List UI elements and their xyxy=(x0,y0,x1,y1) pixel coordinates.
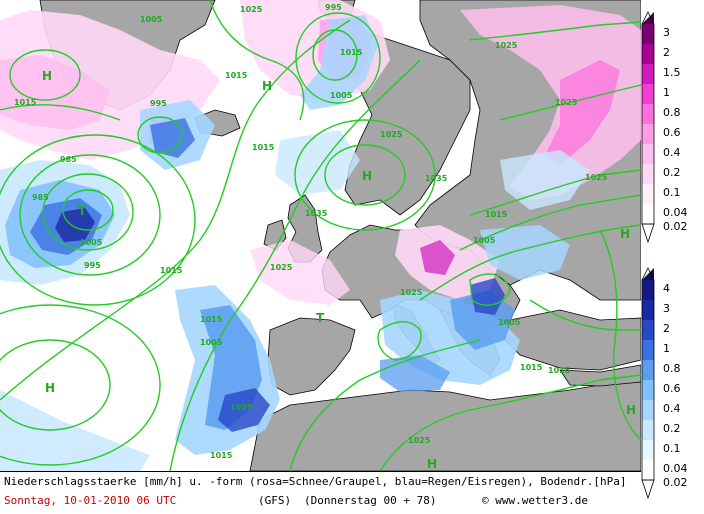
pressure-label: 985 xyxy=(32,193,49,202)
legend-tick-label: 0.6 xyxy=(663,126,681,139)
pressure-labels: 1005 1025 995 1015 1015 1025 995 985 100… xyxy=(14,3,608,460)
map-caption: Niederschlagsstaerke [mm/h] u. -form (ro… xyxy=(0,471,641,514)
isobars xyxy=(0,0,641,471)
pressure-label: 1035 xyxy=(305,209,328,218)
legend-tick-label: 0.2 xyxy=(663,166,681,179)
pressure-label: 1005 xyxy=(473,236,496,245)
legend-tick-label: 0.04 xyxy=(663,462,688,475)
pressure-label: 1015 xyxy=(14,98,37,107)
pressure-label: 1025 xyxy=(400,288,423,297)
pressure-label: 1015 xyxy=(252,143,275,152)
snow-legend-bar xyxy=(641,11,655,244)
legend-tick-label: 0.1 xyxy=(663,442,681,455)
pressure-label: 1025 xyxy=(408,436,431,445)
pressure-label: 1015 xyxy=(520,363,543,372)
legend-tick-label: 0.4 xyxy=(663,402,681,415)
pressure-centers: H H T H H H T H H xyxy=(42,69,636,471)
pressure-label: 1025 xyxy=(555,98,578,107)
caption-description: Niederschlagsstaerke [mm/h] u. -form (ro… xyxy=(4,475,627,488)
pressure-label: 1015 xyxy=(160,266,183,275)
pressure-center-label: H xyxy=(620,227,630,241)
pressure-center-label: H xyxy=(42,69,52,83)
legend-tick-label: 1 xyxy=(663,86,670,99)
pressure-label: 1015 xyxy=(210,451,233,460)
pressure-label: 1015 xyxy=(485,210,508,219)
pressure-label: 1005 xyxy=(140,15,163,24)
legend-tick-label: 0.04 xyxy=(663,206,688,219)
pressure-center-label: H xyxy=(626,403,636,417)
pressure-label: 1025 xyxy=(230,403,253,412)
legend-tick-label: 0.1 xyxy=(663,186,681,199)
pressure-label: 1015 xyxy=(340,48,363,57)
pressure-center-label: H xyxy=(262,79,272,93)
pressure-label: 1015 xyxy=(548,366,571,375)
legend-tick-label: 0.8 xyxy=(663,362,681,375)
pressure-label: 1005 xyxy=(498,318,521,327)
legend-tick-label: 1 xyxy=(663,342,670,355)
pressure-label: 1005 xyxy=(200,338,223,347)
legend-tick-label: 1.5 xyxy=(663,66,681,79)
pressure-label: 995 xyxy=(150,99,167,108)
snow-legend-ticks: 3 2 1.5 1 0.8 0.6 0.4 0.2 0.1 0.04 0.02 xyxy=(663,26,688,233)
pressure-center-label: H xyxy=(427,457,437,471)
valid-date: Sonntag, 10-01-2010 06 UTC xyxy=(4,494,177,507)
pressure-label: 1015 xyxy=(200,315,223,324)
legend-tick-label: 0.02 xyxy=(663,220,688,233)
precipitation-pressure-map: 1005 1025 995 1015 1015 1025 995 985 100… xyxy=(0,0,641,471)
pressure-center-label: H xyxy=(362,169,372,183)
site-credit: © www.wetter3.de xyxy=(482,494,588,507)
pressure-label: 1035 xyxy=(425,174,448,183)
pressure-label: 1025 xyxy=(240,5,263,14)
pressure-label: 995 xyxy=(84,261,101,270)
pressure-label: 995 xyxy=(325,3,342,12)
rain-legend-ticks: 4 3 2 1 0.8 0.6 0.4 0.2 0.1 0.04 0.02 xyxy=(663,282,688,489)
legend-tick-label: 0.4 xyxy=(663,146,681,159)
pressure-center-label: H xyxy=(45,381,55,395)
forecast-run: (Donnerstag 00 + 78) xyxy=(304,494,437,507)
pressure-label: 1015 xyxy=(225,71,248,80)
legend-tick-label: 3 xyxy=(663,302,670,315)
pressure-center-label: T xyxy=(316,311,325,325)
legend-tick-label: 0.02 xyxy=(663,476,688,489)
legend-tick-label: 4 xyxy=(663,282,670,295)
legend-tick-label: 2 xyxy=(663,322,670,335)
legend-tick-label: 3 xyxy=(663,26,670,39)
legend-tick-label: 0.2 xyxy=(663,422,681,435)
legend-tick-label: 2 xyxy=(663,46,670,59)
pressure-label: 1025 xyxy=(495,41,518,50)
pressure-label: 1025 xyxy=(270,263,293,272)
pressure-label: 1005 xyxy=(330,91,353,100)
rain-legend-bar xyxy=(641,267,655,500)
pressure-label: 1025 xyxy=(585,173,608,182)
pressure-label: 1005 xyxy=(80,238,103,247)
precipitation-legend: 3 2 1.5 1 0.8 0.6 0.4 0.2 0.1 0.04 0.02 … xyxy=(641,0,704,513)
pressure-center-label: T xyxy=(78,204,87,218)
pressure-label: 985 xyxy=(60,155,77,164)
model-name: (GFS) xyxy=(258,494,292,507)
legend-tick-label: 0.6 xyxy=(663,382,681,395)
legend-tick-label: 0.8 xyxy=(663,106,681,119)
pressure-label: 1025 xyxy=(380,130,403,139)
